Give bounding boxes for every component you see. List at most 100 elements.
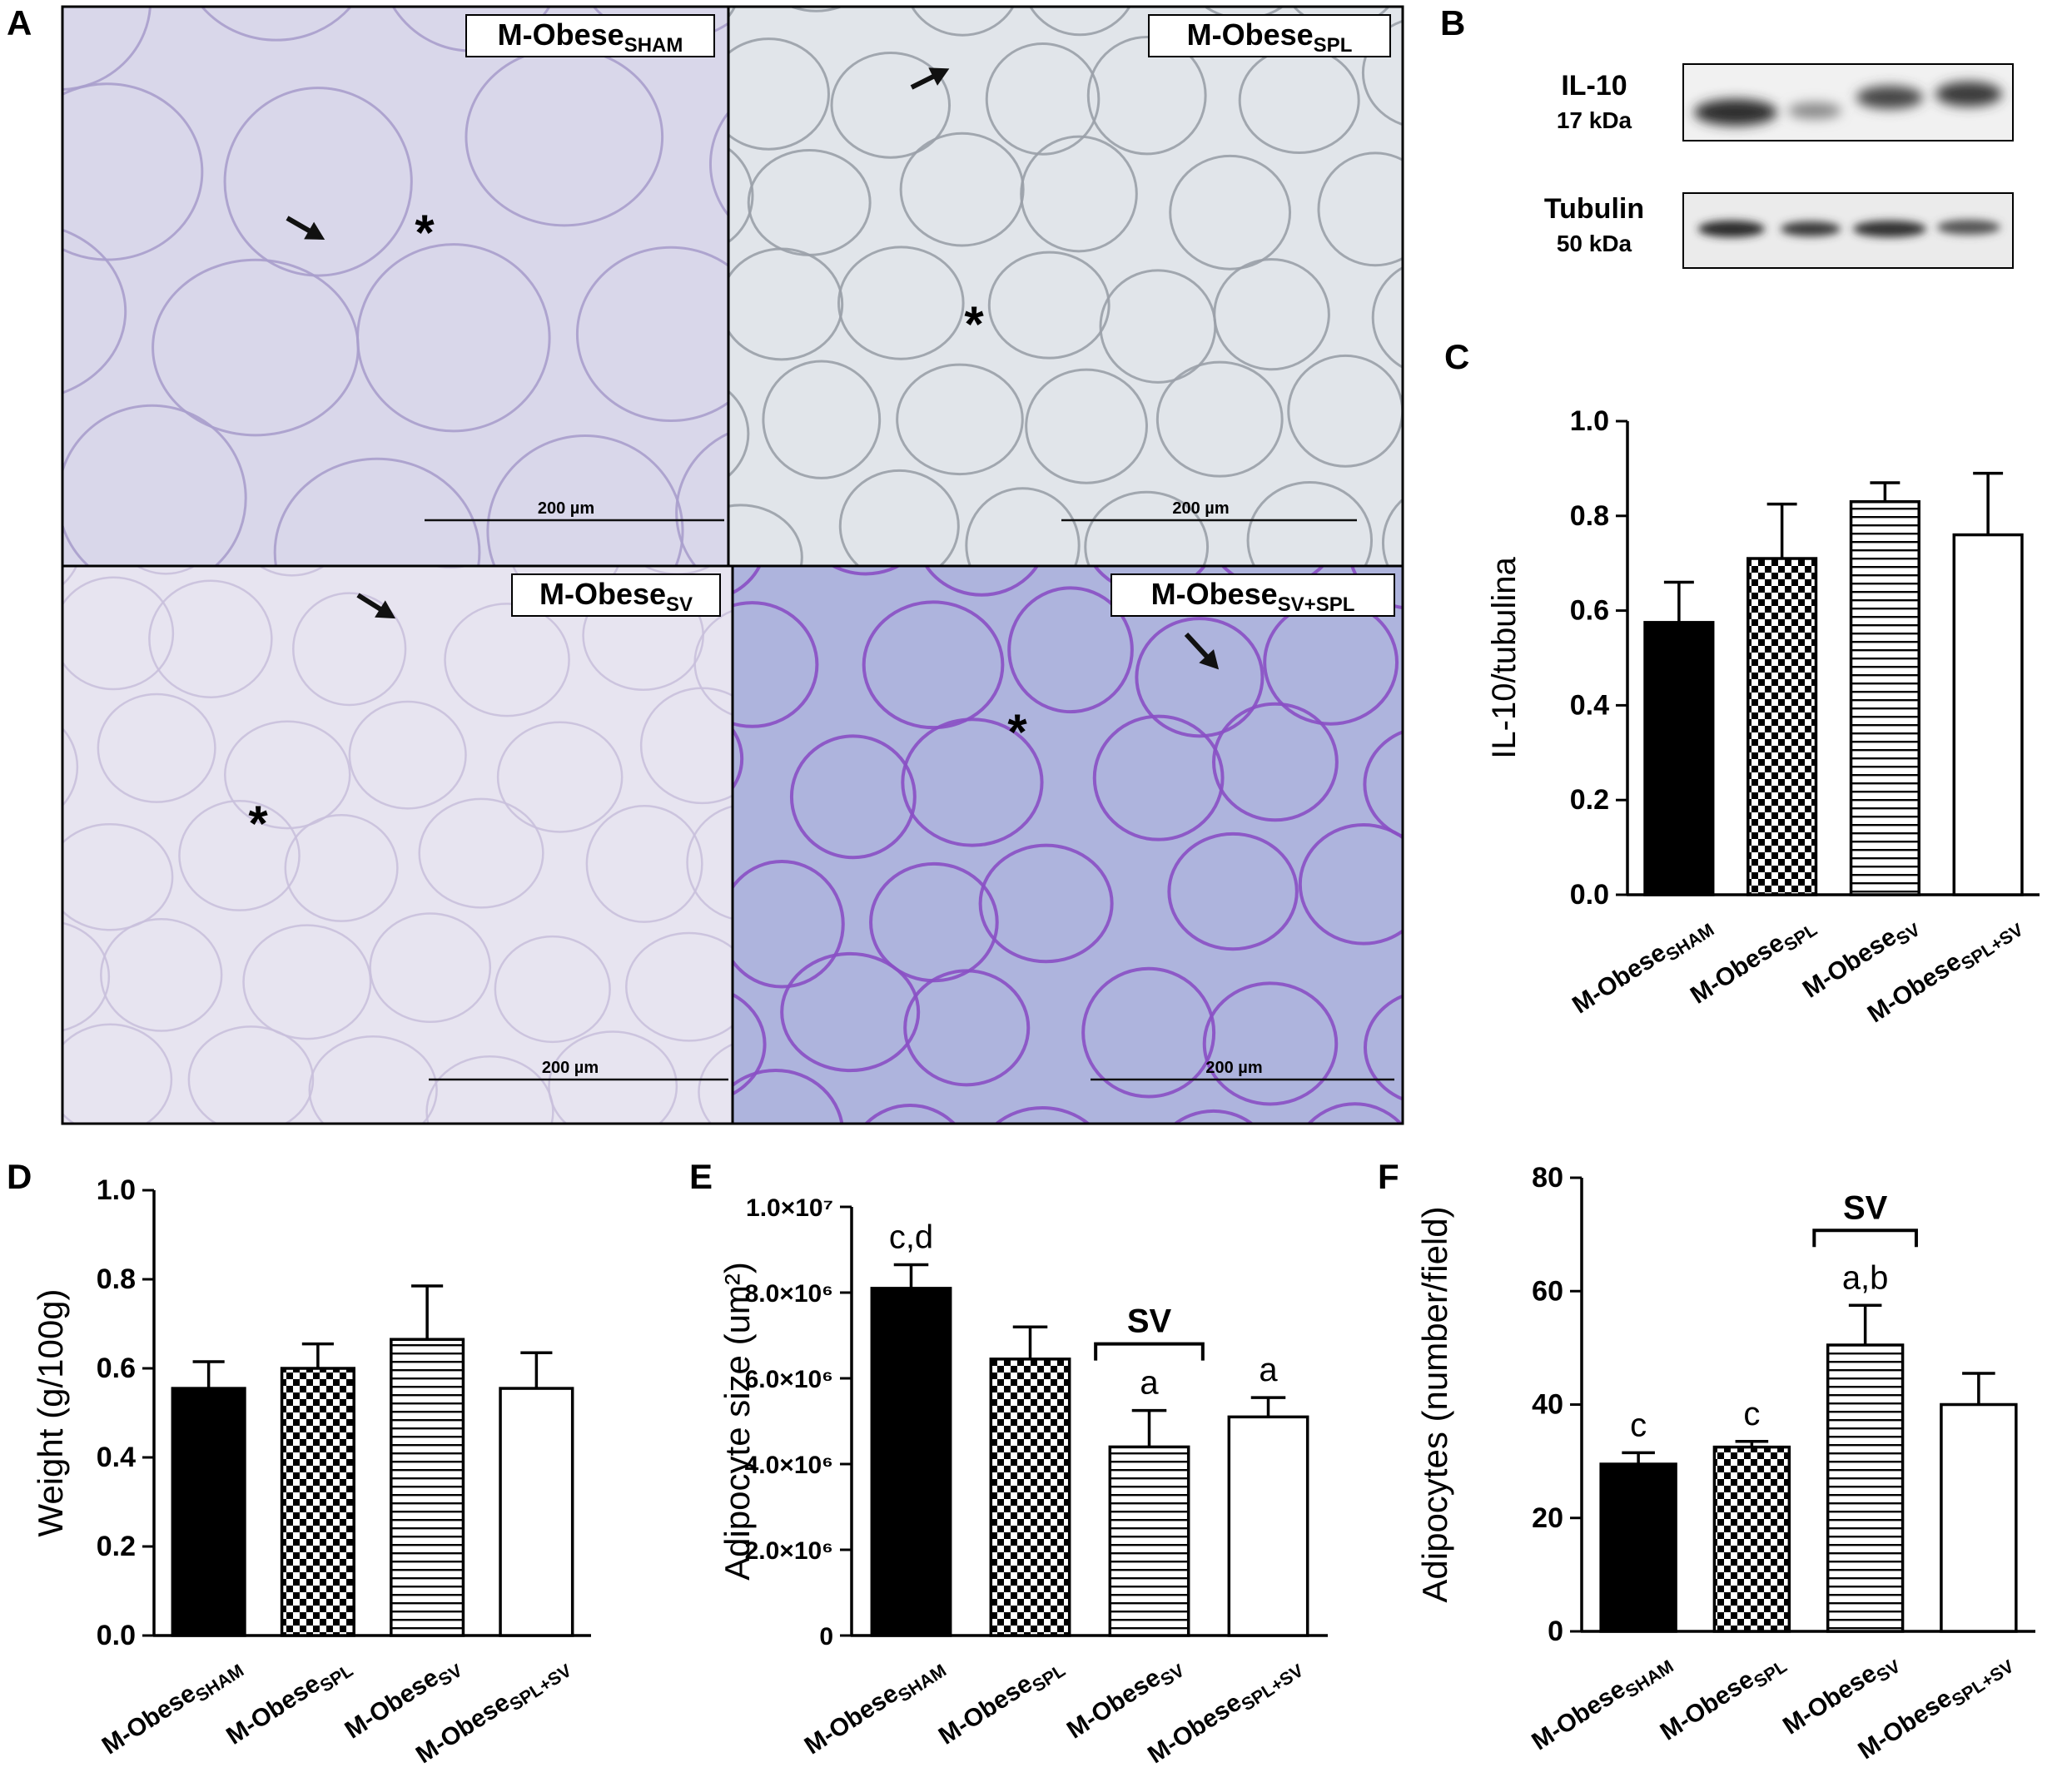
tubulin-bands	[1698, 220, 2000, 237]
y-tick-label: 0	[1548, 1616, 1563, 1647]
bar-spl	[989, 1358, 1071, 1637]
micrograph-label-box	[465, 14, 715, 57]
arrow-marker	[356, 593, 396, 619]
panel-letter-d: D	[7, 1157, 32, 1196]
x-tick-label: M-ObeseSHAM	[97, 1651, 247, 1764]
x-tick-label: M-ObeseSPL+SV	[411, 1651, 575, 1773]
y-tick-label: 80	[1532, 1162, 1563, 1194]
adipocyte-cells	[728, 7, 1403, 566]
significance-label: c,d	[889, 1219, 933, 1256]
micrograph-sham: M-ObeseSHAM * 200 µm	[61, 5, 730, 568]
panel-letter-f: F	[1378, 1157, 1399, 1196]
bar-spl	[1712, 1445, 1791, 1633]
y-tick-label: 0.0	[97, 1620, 136, 1651]
y-tick-label: 0.4	[97, 1442, 136, 1473]
x-tick-label: M-ObeseSHAM	[1527, 1646, 1677, 1760]
chart-weight: 0.0 0.2 0.4 0.6 0.8 1.0 Weight (g/100g) M-Obese…	[31, 1174, 591, 1773]
y-tick-label: 0.8	[97, 1263, 136, 1295]
y-tick-label: 1.0	[1570, 405, 1609, 437]
chart-adipocyte-size: 0 2.0×10⁶ 4.0×10⁶ 6.0×10⁶ 8.0×10⁶ 1.0×10⁷ Adip…	[718, 1194, 1328, 1769]
bracket-label: SV	[1127, 1303, 1172, 1340]
adipocyte-cells	[62, 566, 733, 1124]
scale-bar-label: 200 µm	[1172, 499, 1229, 518]
panel-letter-c: C	[1444, 337, 1470, 376]
chart-adipocyte-count: 0 20 40 60 80 Adipocytes (number/field) M-Obes…	[1415, 1162, 2035, 1765]
bar-spl-sv	[1227, 1415, 1309, 1637]
significance-label: a	[1140, 1365, 1159, 1402]
bar-sv	[1826, 1343, 1905, 1633]
asterisk-marker: *	[248, 796, 268, 851]
bar-sham	[870, 1287, 952, 1637]
y-tick-label: 8.0×10⁶	[745, 1280, 833, 1308]
significance-label: a,b	[1842, 1259, 1889, 1296]
bar-sham	[171, 1387, 246, 1637]
y-tick-label: 6.0×10⁶	[745, 1366, 833, 1393]
y-tick-label: 60	[1532, 1275, 1563, 1307]
blot-label-tubulin: Tubulin 50 kDa	[1528, 193, 1661, 257]
asterisk-marker: *	[1007, 704, 1027, 760]
asterisk-marker: *	[415, 205, 435, 261]
micrograph-label: M-ObeseSV	[539, 577, 693, 616]
blot-band-size: 50 kDa	[1556, 231, 1632, 256]
blot-label-il10: IL-10 17 kDa	[1540, 70, 1648, 134]
y-tick-label: 0.2	[1570, 784, 1609, 816]
arrow-marker	[910, 67, 950, 90]
il10-bands	[1694, 82, 2002, 126]
micrograph-spl: M-ObeseSPL * 200 µm	[727, 5, 1404, 568]
y-tick-label: 0.4	[1570, 689, 1609, 721]
bar-spl-sv	[1952, 533, 2024, 896]
micrograph-background	[733, 566, 1403, 1124]
y-tick-label: 0.2	[97, 1531, 136, 1562]
micrograph-sv: M-ObeseSV * 200 µm	[61, 564, 734, 1125]
bracket-label: SV	[1843, 1189, 1888, 1226]
adipocyte-cells	[62, 7, 728, 566]
significance-label: a	[1259, 1352, 1278, 1388]
micrograph-label-box	[1111, 573, 1395, 617]
blot-band-name: Tubulin	[1543, 193, 1645, 225]
x-tick-label: M-ObeseSPL	[221, 1651, 356, 1754]
y-tick-label: 40	[1532, 1389, 1563, 1421]
scale-bar-label: 200 µm	[542, 1059, 599, 1077]
y-tick-label: 1.0×10⁷	[746, 1194, 833, 1222]
chart-il10-tubulin: 0.0 0.2 0.4 0.6 0.8 1.0 IL-10/tubulina M-ObeseS…	[1486, 405, 2040, 1028]
micrograph-label-box	[511, 573, 721, 617]
micrograph-grid: M-ObeseSHAM*200 µmM-ObeseSPL*200 µmM-Obe…	[61, 5, 1404, 1125]
significance-label: c	[1743, 1396, 1760, 1432]
arrow-marker	[1184, 632, 1220, 670]
y-tick-label: 4.0×10⁶	[745, 1452, 833, 1479]
blot-band-size: 17 kDa	[1556, 107, 1632, 133]
micrograph-label-box	[1148, 14, 1391, 57]
y-tick-label: 0	[819, 1623, 833, 1651]
panel-letter-a: A	[7, 3, 32, 42]
y-tick-label: 0.6	[97, 1353, 136, 1384]
micrograph-frame	[731, 564, 1404, 1125]
bar-sham	[1599, 1462, 1677, 1633]
bar-sv	[1849, 499, 1920, 896]
bar-spl-sv	[1940, 1402, 2018, 1633]
bar-spl	[280, 1367, 355, 1637]
arrow-marker	[286, 216, 325, 240]
y-axis-label: IL-10/tubulina	[1486, 557, 1523, 759]
bar-spl-sv	[499, 1387, 574, 1637]
x-tick-label: M-ObeseSHAM	[800, 1651, 950, 1764]
micrograph-label: M-ObeseSV+SPL	[1151, 577, 1355, 616]
scale-bar-label: 200 µm	[538, 499, 594, 518]
y-tick-label: 1.0	[97, 1174, 136, 1206]
micrograph-label: M-ObeseSHAM	[498, 17, 683, 57]
y-tick-label: 0.6	[1570, 595, 1609, 627]
western-blot: IL-10 17 kDa Tubulin 50 kDa	[1482, 50, 2065, 291]
x-tick-label: M-ObeseSPL	[934, 1651, 1069, 1754]
blot-image	[1682, 63, 2014, 269]
scale-bar-label: 200 µm	[1205, 1059, 1262, 1077]
sv-bracket	[1094, 1342, 1205, 1361]
micrograph-label: M-ObeseSPL	[1187, 17, 1353, 57]
bar-sham	[1643, 621, 1715, 896]
asterisk-marker: *	[964, 296, 984, 352]
sv-bracket	[1812, 1229, 1918, 1248]
significance-label: c	[1630, 1407, 1647, 1443]
y-axis-label: Adipocyte size (um²)	[718, 1262, 757, 1581]
micrograph-sv-spl: M-ObeseSV+SPL * 200 µm	[731, 564, 1404, 1125]
y-tick-label: 20	[1532, 1502, 1563, 1534]
y-tick-label: 0.8	[1570, 500, 1609, 532]
x-tick-label: M-ObeseSHAM	[1568, 910, 1717, 1023]
